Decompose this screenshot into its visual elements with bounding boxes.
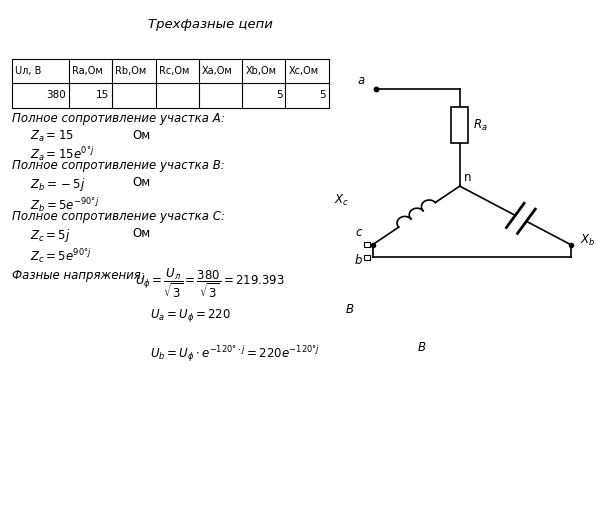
Text: Ом: Ом: [132, 227, 151, 240]
Text: 5: 5: [319, 90, 326, 100]
Text: $U_a = U_\phi = 220$: $U_a = U_\phi = 220$: [150, 307, 231, 324]
Text: $U_b = U_\phi \cdot e^{-120°\cdot j} = 220e^{-120°j}$: $U_b = U_\phi \cdot e^{-120°\cdot j} = 2…: [150, 344, 320, 364]
Text: Полное сопротивление участка A:: Полное сопротивление участка A:: [12, 112, 225, 125]
Text: $R_a$: $R_a$: [473, 118, 487, 133]
Text: $Z_b = 5e^{-90°j}$: $Z_b = 5e^{-90°j}$: [30, 196, 99, 214]
Text: В: В: [346, 303, 354, 316]
Text: Xc,Ом: Xc,Ом: [289, 66, 319, 76]
Text: Xa,Ом: Xa,Ом: [202, 66, 233, 76]
Text: 380: 380: [47, 90, 66, 100]
Text: $Z_c = 5j$: $Z_c = 5j$: [30, 227, 70, 244]
Bar: [451, 107, 468, 143]
Text: Ra,Ом: Ra,Ом: [72, 66, 103, 76]
Text: Rb,Ом: Rb,Ом: [115, 66, 147, 76]
Text: Ом: Ом: [132, 129, 151, 142]
Text: Фазные напряжения:: Фазные напряжения:: [12, 269, 145, 282]
Text: Rc,Ом: Rc,Ом: [159, 66, 189, 76]
Text: c: c: [356, 226, 362, 239]
Text: Uл, В: Uл, В: [15, 66, 42, 76]
Bar: [364, 242, 370, 247]
Text: b: b: [354, 254, 362, 267]
Text: Полное сопротивление участка B:: Полное сопротивление участка B:: [12, 159, 225, 172]
Bar: [364, 255, 370, 260]
Text: Xb,Ом: Xb,Ом: [245, 66, 276, 76]
Text: $X_b$: $X_b$: [580, 233, 595, 248]
Text: a: a: [357, 74, 365, 87]
Text: 5: 5: [276, 90, 283, 100]
Text: n: n: [464, 171, 471, 184]
Text: $Z_b = -5j$: $Z_b = -5j$: [30, 176, 86, 193]
Text: $X_c$: $X_c$: [333, 192, 349, 207]
Text: $U_\phi = \dfrac{U_л}{\sqrt{3}} = \dfrac{380}{\sqrt{3}} = 219.393$: $U_\phi = \dfrac{U_л}{\sqrt{3}} = \dfrac…: [135, 267, 285, 300]
Text: $Z_a = 15$: $Z_a = 15$: [30, 129, 74, 144]
Text: Ом: Ом: [132, 176, 151, 189]
Text: В: В: [417, 341, 425, 354]
Text: Полное сопротивление участка C:: Полное сопротивление участка C:: [12, 210, 225, 223]
Bar: [12, 59, 329, 108]
Text: Трехфазные цепи: Трехфазные цепи: [148, 18, 273, 31]
Text: 15: 15: [96, 90, 110, 100]
Text: $Z_c = 5e^{90°j}$: $Z_c = 5e^{90°j}$: [30, 247, 92, 265]
Text: $Z_a = 15e^{0°j}$: $Z_a = 15e^{0°j}$: [30, 145, 94, 163]
